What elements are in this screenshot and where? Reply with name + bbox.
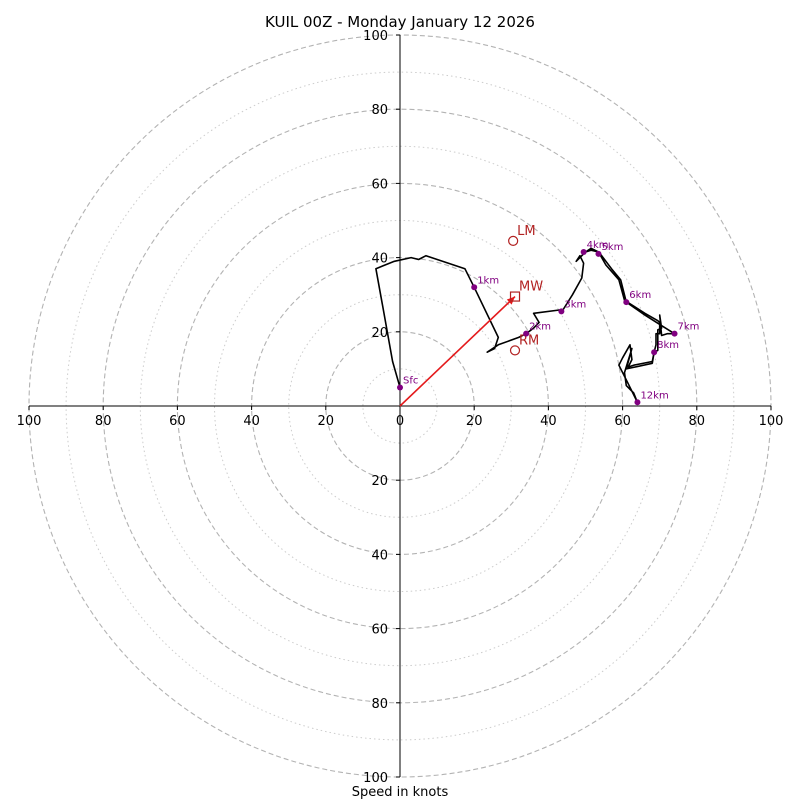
v-tick-label: 80: [371, 697, 388, 712]
wind-trace: [375, 247, 676, 404]
height-label-3km: 3km: [564, 299, 586, 310]
height-point-12km: [634, 399, 641, 406]
height-label-4km: 4km: [587, 240, 609, 251]
height-point-7km: [671, 330, 678, 337]
u-tick-label: 40: [540, 414, 557, 429]
u-tick-label: 60: [614, 414, 631, 429]
v-tick-label: 40: [371, 548, 388, 563]
v-tick-label: 60: [371, 177, 388, 192]
u-tick-label: 100: [17, 414, 42, 429]
mw-marker: [509, 291, 521, 302]
height-point-4km: [580, 249, 587, 256]
v-tick-label: 80: [371, 103, 388, 118]
mw-label: MW: [519, 280, 543, 295]
u-tick-label: 80: [95, 414, 112, 429]
height-label-7km: 7km: [678, 322, 700, 333]
u-tick-label: 80: [689, 414, 706, 429]
v-tick-label: 20: [371, 474, 388, 489]
height-point-1km: [471, 284, 478, 291]
v-tick-label: 100: [363, 771, 388, 786]
u-tick-label: 40: [243, 414, 260, 429]
height-point-3km: [558, 308, 565, 315]
u-tick-label: 20: [318, 414, 335, 429]
wind-profile-line: [375, 247, 676, 404]
x-axis-label: Speed in knots: [352, 785, 449, 800]
height-point-6km: [623, 299, 630, 306]
u-tick-label: 60: [169, 414, 186, 429]
rm-label: RM: [519, 333, 539, 348]
lm-label: LM: [517, 224, 535, 239]
mean-wind-vector: [399, 295, 516, 407]
v-tick-label: 100: [363, 29, 388, 44]
rm-marker: [509, 345, 521, 356]
u-tick-label: 100: [759, 414, 784, 429]
height-label-sfc: Sfc: [403, 375, 418, 386]
chart-title: KUIL 00Z - Monday January 12 2026: [265, 13, 535, 31]
height-label-6km: 6km: [629, 290, 651, 301]
u-tick-label: 0: [396, 414, 404, 429]
height-point-8km: [651, 349, 658, 356]
storm-motion-markers: LM MW RM: [399, 224, 543, 407]
height-label-12km: 12km: [640, 390, 668, 401]
height-label-8km: 8km: [657, 340, 679, 351]
height-label-5km: 5km: [601, 242, 623, 253]
height-label-1km: 1km: [477, 275, 499, 286]
height-point-5km: [595, 250, 602, 257]
lm-marker: [508, 235, 519, 247]
height-point-2km: [523, 330, 530, 337]
v-tick-label: 20: [371, 326, 388, 341]
u-tick-label: 20: [466, 414, 483, 429]
v-tick-label: 40: [371, 252, 388, 267]
speed-tick-labels: 100 80 60 40 20 0 20 40 60 80 100 100 80 60 40 20 20 40 60…: [17, 29, 784, 786]
height-label-2km: 2km: [529, 322, 551, 333]
height-point-sfc: [397, 384, 403, 391]
v-tick-label: 60: [371, 623, 388, 638]
